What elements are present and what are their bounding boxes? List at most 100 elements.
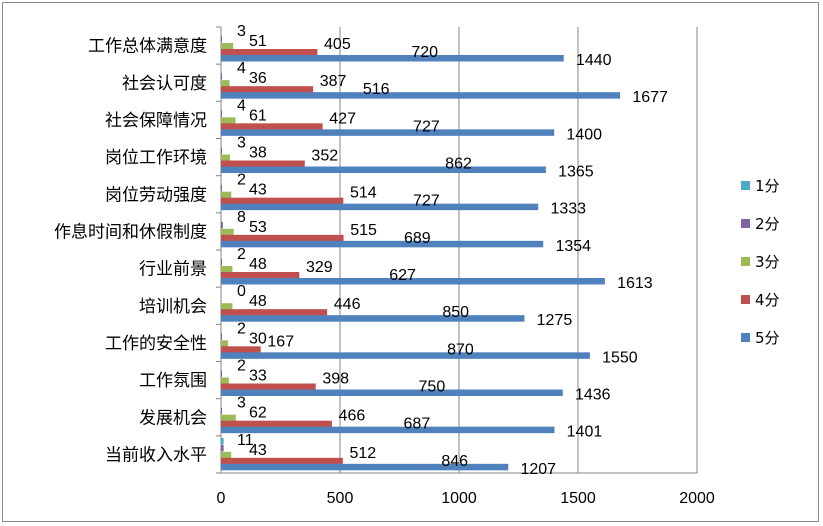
data-label: 61	[249, 107, 267, 124]
bar-3	[221, 266, 233, 273]
data-label: 1207	[520, 461, 556, 478]
bar-2	[221, 407, 222, 415]
legend-label: 4分	[755, 291, 780, 309]
data-label: 387	[320, 73, 347, 90]
bar-6	[221, 240, 544, 248]
data-label: 38	[249, 145, 267, 162]
data-label: 514	[350, 185, 377, 202]
x-tick-label: 1500	[560, 490, 596, 507]
bar-6	[221, 352, 590, 359]
data-label: 516	[363, 81, 390, 98]
data-label: 0	[237, 283, 246, 300]
data-label: 466	[339, 408, 366, 425]
category-label: 社会保障情况	[105, 111, 207, 131]
bar-4	[221, 49, 318, 56]
bar-6	[221, 92, 621, 99]
x-tick-label: 500	[327, 490, 354, 507]
bar-4	[221, 309, 328, 316]
category-label: 当前收入水平	[105, 445, 207, 465]
data-label: 4	[237, 97, 246, 114]
bar-3	[221, 340, 229, 347]
data-label: 3	[237, 23, 246, 40]
bar-3	[221, 377, 229, 384]
bar-2	[221, 370, 222, 377]
legend-swatch	[741, 257, 750, 266]
legend-swatch	[741, 333, 750, 342]
bar-4	[221, 346, 261, 353]
data-label: 3	[237, 135, 246, 152]
x-tick-label: 0	[217, 490, 226, 507]
bar-4	[221, 457, 343, 465]
data-label: 727	[413, 193, 440, 210]
bar-4	[221, 383, 316, 390]
data-label: 512	[350, 445, 377, 462]
category-label: 岗位劳动强度	[105, 185, 207, 205]
bar-2	[221, 110, 222, 117]
bar-6	[221, 166, 546, 173]
data-label: 398	[322, 371, 349, 388]
data-label: 53	[249, 219, 267, 236]
data-label: 2	[237, 358, 246, 375]
data-label: 43	[249, 442, 267, 459]
bar-3	[221, 414, 236, 422]
data-label: 727	[413, 118, 440, 135]
category-label: 作息时间和休假制度	[54, 222, 207, 242]
data-label: 3	[237, 395, 246, 412]
bar-6	[221, 203, 539, 211]
data-label: 62	[249, 405, 267, 422]
category-label: 工作氛围	[139, 371, 207, 391]
category-label: 岗位工作环境	[105, 148, 207, 168]
data-label: 1400	[566, 126, 602, 143]
bar-3	[221, 117, 236, 124]
category-label: 社会认可度	[122, 74, 207, 94]
x-tick-label: 2000	[679, 490, 715, 507]
bar-6	[221, 55, 564, 62]
bar-2	[221, 333, 222, 340]
data-label: 1613	[617, 275, 653, 292]
bar-3	[221, 154, 231, 161]
data-label: 850	[442, 304, 469, 321]
bar-6	[221, 426, 555, 434]
data-label: 689	[404, 230, 431, 247]
data-label: 750	[419, 379, 446, 396]
data-label: 33	[249, 368, 267, 385]
category-label: 行业前景	[139, 260, 207, 280]
data-label: 405	[324, 36, 351, 53]
data-label: 2	[237, 246, 246, 263]
data-label: 167	[267, 333, 294, 350]
bar-6	[221, 463, 509, 471]
data-label: 515	[350, 222, 377, 239]
data-label: 2	[237, 320, 246, 337]
data-label: 862	[445, 156, 472, 173]
data-label: 446	[334, 296, 361, 313]
bar-2	[221, 36, 222, 43]
legend-swatch	[741, 219, 750, 228]
x-tick-label: 1000	[441, 490, 477, 507]
data-label: 4	[237, 60, 246, 77]
data-label: 1275	[537, 312, 573, 329]
bar-4	[221, 123, 323, 130]
legend-swatch	[741, 181, 750, 190]
bar-3	[221, 303, 233, 310]
bar-3	[221, 80, 230, 87]
bar-4	[221, 197, 344, 205]
data-label: 687	[404, 416, 431, 433]
category-label: 工作总体满意度	[88, 37, 207, 57]
data-label: 11	[237, 432, 254, 449]
legend-swatch	[741, 295, 750, 304]
data-label: 1436	[575, 387, 611, 404]
data-label: 352	[311, 148, 338, 165]
data-label: 720	[411, 44, 438, 61]
bar-4	[221, 272, 300, 279]
bar-4	[221, 234, 344, 242]
legend-label: 3分	[755, 253, 780, 271]
data-label: 48	[249, 256, 267, 273]
bar-1	[221, 437, 224, 445]
data-label: 43	[249, 182, 267, 199]
legend-label: 1分	[755, 177, 780, 195]
data-label: 36	[249, 70, 267, 87]
data-label: 8	[237, 209, 246, 226]
data-label: 48	[249, 293, 267, 310]
